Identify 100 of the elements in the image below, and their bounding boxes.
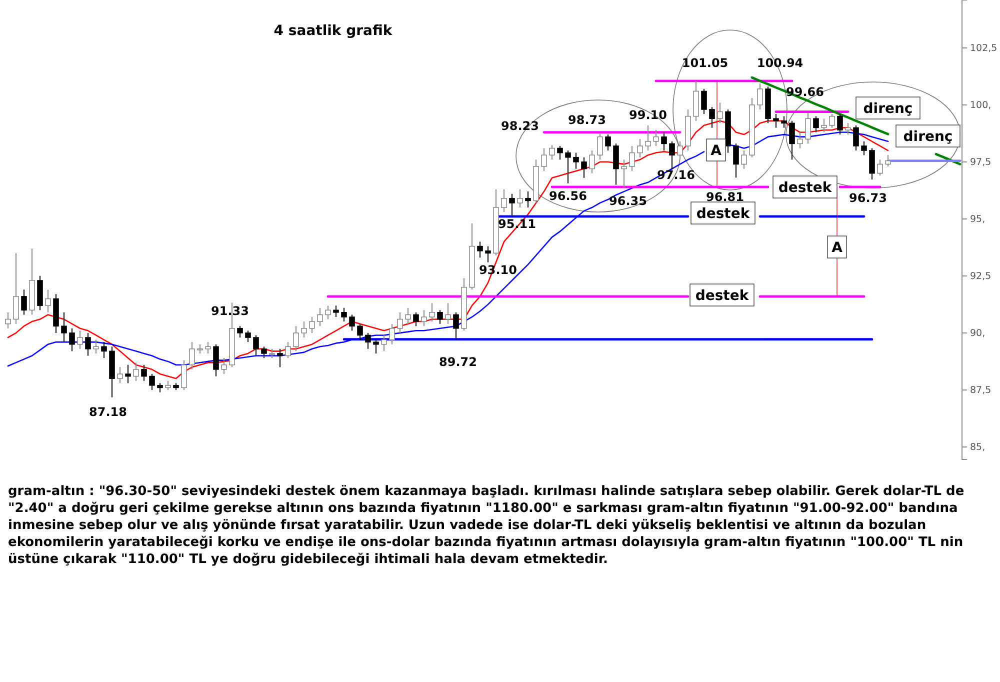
candlestick [5, 312, 11, 329]
candlestick [565, 150, 571, 184]
annotation: 97.16 [657, 168, 695, 182]
candlestick [61, 312, 67, 343]
annotation: 91.33 [211, 304, 249, 318]
annotation: 98.23 [501, 119, 539, 134]
annotation: destek [695, 288, 750, 304]
candlestick [85, 332, 91, 356]
candlestick [445, 302, 451, 324]
candlestick [69, 328, 75, 352]
candlestick [269, 348, 275, 359]
y-tick-label: 85, [970, 442, 986, 453]
candlestick [101, 342, 107, 359]
candlestick [333, 305, 339, 318]
candlestick [621, 159, 627, 189]
candlestick [861, 140, 867, 156]
y-tick-label: 92,5 [970, 270, 992, 282]
candlestick [589, 150, 595, 174]
candlestick [653, 129, 659, 146]
y-tick-label: 95, [970, 214, 986, 225]
candlestick [397, 312, 403, 334]
y-tick-label: 90, [970, 328, 986, 339]
candlestick [413, 312, 419, 327]
candlestick [741, 150, 747, 170]
candlestick [837, 114, 843, 136]
candlestick [117, 366, 123, 384]
candlestick [45, 289, 51, 313]
annotation: 98.73 [568, 113, 606, 128]
candlestick [437, 310, 443, 324]
candlestick [733, 143, 739, 178]
candlestick [509, 193, 515, 217]
candlestick [421, 310, 427, 327]
candlestick [77, 330, 83, 350]
annotation: 96.81 [706, 190, 744, 204]
y-tick-label: 97,5 [970, 156, 992, 168]
candlestick [869, 148, 875, 180]
candlestick [877, 159, 883, 176]
candlestick [845, 122, 851, 136]
text: 4 saatlik grafik [274, 23, 393, 39]
candlestick [517, 188, 523, 208]
candlestick [757, 82, 763, 110]
candlestick [157, 382, 163, 393]
candlestick [541, 148, 547, 172]
candlestick [813, 116, 819, 133]
candlestick [581, 156, 587, 178]
candlestick [285, 342, 291, 359]
candlestick [165, 380, 171, 390]
candlestick [141, 364, 147, 382]
annotation: destek [696, 206, 750, 222]
candlestick [853, 124, 859, 152]
candlestick [13, 252, 19, 324]
annotation: direnç [903, 128, 953, 145]
candlestick [805, 112, 811, 144]
candlestick [317, 307, 323, 327]
candlestick [205, 342, 211, 354]
candlestick [197, 344, 203, 354]
candlestick [133, 362, 139, 382]
candlestick [821, 118, 827, 133]
candlestick [453, 312, 459, 340]
candlestick [613, 143, 619, 186]
candlestick [245, 330, 251, 343]
candlestick [181, 360, 187, 390]
candlestick [261, 346, 267, 359]
candlestick [293, 326, 299, 352]
candlestick [405, 307, 411, 324]
candlestick [309, 316, 315, 334]
candlestick [485, 246, 491, 263]
candlestick [389, 323, 395, 345]
y-tick-label: 87,5 [970, 384, 992, 396]
candlestick [357, 323, 363, 340]
candlestick [605, 134, 611, 152]
candlestick [781, 116, 787, 128]
candlestick [549, 144, 555, 160]
candlestick [629, 145, 635, 172]
candlestick [253, 334, 259, 356]
candlestick [301, 321, 307, 338]
annotation: 99.10 [629, 108, 667, 122]
candlestick [829, 114, 835, 128]
annotation: 96.56 [549, 189, 587, 204]
candlestick [885, 154, 891, 167]
candlestick [501, 188, 507, 213]
candlestick [525, 191, 531, 208]
candlestick [789, 120, 795, 160]
candlestick [93, 339, 99, 354]
candlestick [557, 145, 563, 160]
candlestick [277, 348, 283, 368]
annotation: destek [778, 180, 832, 196]
candlestick [701, 88, 707, 115]
candlestick [365, 332, 371, 350]
annotation: 100.94 [756, 56, 804, 70]
candlestick [573, 152, 579, 170]
candlestick [125, 364, 131, 384]
annotation: direnç [863, 100, 913, 117]
candlestick [661, 132, 667, 152]
y-tick-label: 100, [970, 100, 992, 111]
candlestick [213, 344, 219, 377]
candlestick [373, 339, 379, 354]
candlestick [709, 106, 715, 128]
candlestick [381, 334, 387, 352]
candlestick [237, 326, 243, 338]
